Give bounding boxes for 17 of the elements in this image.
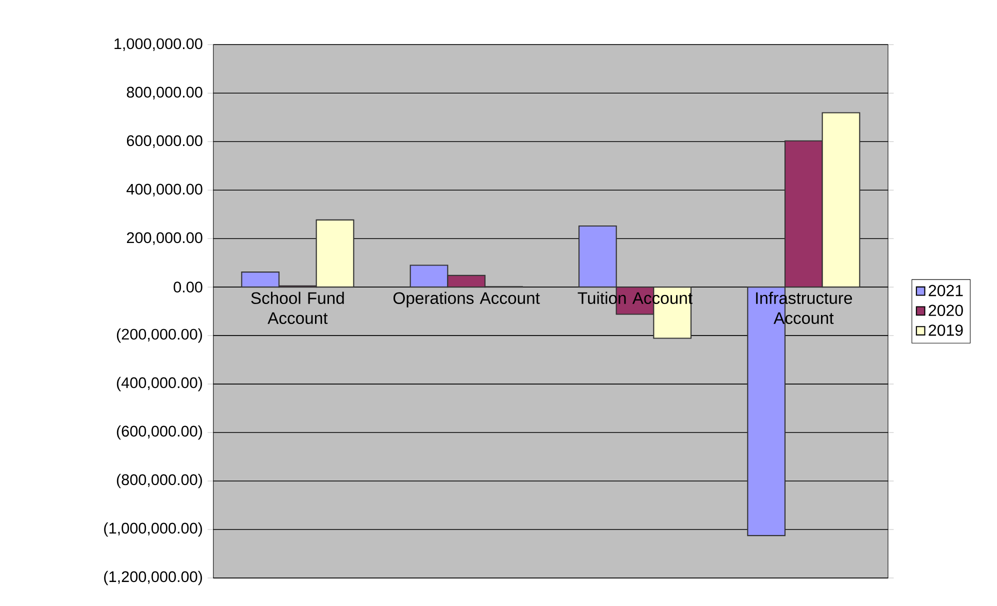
- y-tick-label: 600,000.00: [126, 135, 202, 148]
- y-tick-label: (1,200,000.00): [104, 570, 202, 586]
- y-tick-label: 800,000.00: [126, 86, 202, 100]
- y-tick-label: (800,000.00): [116, 474, 202, 488]
- y-tick-label: (600,000.00): [116, 425, 202, 440]
- y-tick-label: 1,000,000.00: [114, 38, 202, 51]
- y-tick-label: 400,000.00: [126, 184, 202, 196]
- y-tick-label: 0.00: [174, 282, 202, 293]
- x-tick-label: School Fund Account: [251, 292, 344, 324]
- legend-label: 2020: [928, 304, 963, 316]
- legend-label: 2021: [928, 284, 963, 296]
- y-tick-label: (400,000.00): [116, 376, 202, 392]
- legend-label: 2019: [928, 324, 963, 336]
- y-tick-label: (200,000.00): [116, 328, 202, 343]
- y-tick-label: 200,000.00: [126, 232, 202, 245]
- x-tick-label: Operations Account: [393, 292, 540, 308]
- y-tick-label: (1,000,000.00): [104, 522, 202, 537]
